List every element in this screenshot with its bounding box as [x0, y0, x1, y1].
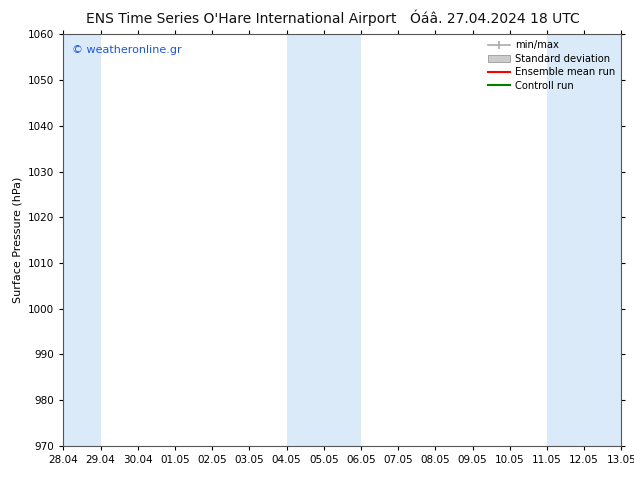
Text: ENS Time Series O'Hare International Airport: ENS Time Series O'Hare International Air…	[86, 12, 396, 26]
Legend: min/max, Standard deviation, Ensemble mean run, Controll run: min/max, Standard deviation, Ensemble me…	[484, 36, 619, 95]
Bar	[547, 34, 621, 446]
Bar	[63, 34, 101, 446]
Text: Óáâ. 27.04.2024 18 UTC: Óáâ. 27.04.2024 18 UTC	[410, 12, 579, 26]
Text: © weatheronline.gr: © weatheronline.gr	[72, 45, 181, 54]
Y-axis label: Surface Pressure (hPa): Surface Pressure (hPa)	[13, 177, 23, 303]
Bar	[287, 34, 361, 446]
